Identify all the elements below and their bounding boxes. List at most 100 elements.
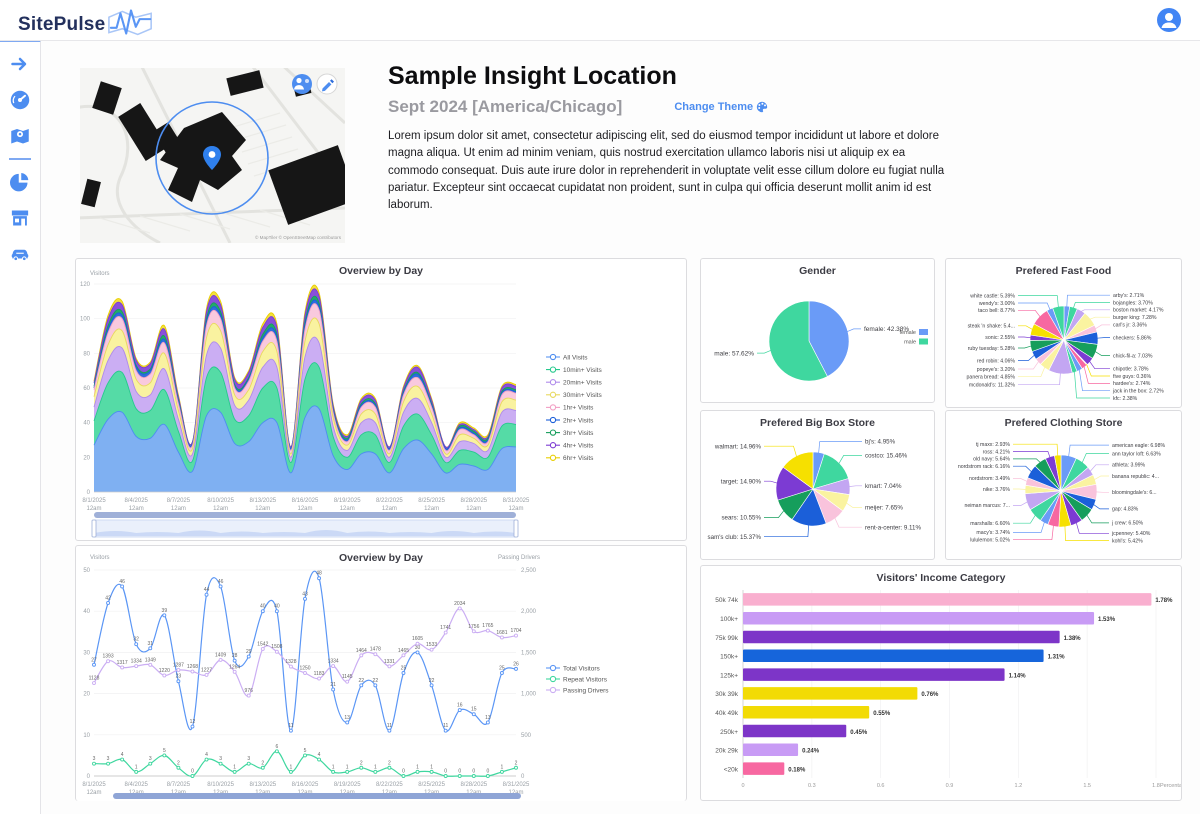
svg-text:Percentage: Percentage [1160, 783, 1181, 789]
bar-100k+ [743, 611, 1095, 625]
svg-text:21: 21 [330, 682, 336, 688]
svg-text:male: male [904, 340, 916, 346]
sidebar-divider [9, 158, 31, 160]
svg-text:75k 99k: 75k 99k [715, 635, 739, 642]
chart-title: Gender [799, 265, 836, 277]
svg-text:1,000: 1,000 [521, 692, 537, 698]
svg-text:5: 5 [163, 748, 166, 754]
svg-text:1220: 1220 [159, 668, 170, 674]
svg-text:0: 0 [458, 769, 461, 775]
store-icon[interactable] [10, 208, 30, 228]
svg-text:1.38%: 1.38% [1064, 636, 1082, 642]
svg-text:25: 25 [401, 666, 407, 672]
map-edit-button[interactable] [316, 73, 338, 95]
svg-text:1542: 1542 [257, 641, 268, 647]
user-avatar-button[interactable] [1156, 7, 1182, 33]
svg-text:31: 31 [147, 641, 153, 647]
svg-text:8/4/2025: 8/4/2025 [125, 782, 149, 788]
svg-text:100: 100 [80, 317, 91, 323]
location-pin [203, 146, 221, 170]
chart-legend[interactable]: Total Visitors Repeat Visitors Passing Dri… [546, 664, 609, 694]
svg-text:1: 1 [290, 764, 293, 770]
svg-text:8/19/2025: 8/19/2025 [334, 782, 361, 788]
palette-icon [756, 101, 768, 113]
svg-text:8/13/2025: 8/13/2025 [249, 498, 276, 504]
fast-food-panel: Prefered Fast Food arby's: 2.71% bojangle… [945, 258, 1182, 408]
svg-text:40: 40 [274, 604, 280, 610]
svg-text:1605: 1605 [412, 636, 423, 642]
svg-text:12am: 12am [340, 506, 355, 512]
svg-text:2: 2 [261, 760, 264, 766]
svg-text:costco: 15.46%: costco: 15.46% [865, 453, 908, 460]
svg-text:1.31%: 1.31% [1048, 655, 1066, 661]
car-icon[interactable] [10, 244, 30, 264]
svg-text:2,500: 2,500 [521, 568, 537, 574]
brush-handle-left[interactable] [91, 519, 97, 538]
svg-text:1409: 1409 [215, 652, 226, 658]
svg-text:10min+ Visits: 10min+ Visits [563, 367, 602, 374]
svg-text:1183: 1183 [314, 671, 325, 677]
bar-250k+ [743, 724, 847, 738]
svg-text:12am: 12am [508, 506, 523, 512]
svg-text:16: 16 [457, 703, 463, 709]
map-buildings [81, 70, 345, 225]
svg-text:1: 1 [430, 764, 433, 770]
svg-text:Visitors: Visitors [90, 271, 110, 277]
chart-legend[interactable]: All Visits 10min+ Visits 20min+ Visits 30mi… [546, 353, 602, 462]
datazoom-scrollbar[interactable] [113, 793, 521, 799]
collapse-arrow-icon[interactable] [10, 54, 30, 74]
svg-text:steak 'n shake: 5.4...: steak 'n shake: 5.4... [968, 324, 1015, 330]
dashboard-gauge-icon[interactable] [10, 90, 30, 110]
svg-text:1: 1 [501, 764, 504, 770]
svg-text:1331: 1331 [384, 659, 395, 665]
datazoom-scrollbar[interactable] [94, 512, 516, 518]
svg-text:2hr+ Visits: 2hr+ Visits [563, 417, 594, 424]
overview-line-chart[interactable]: 0102030405005001,0001,5002,0002,500Visit… [76, 546, 686, 801]
svg-text:8/25/2025: 8/25/2025 [418, 782, 445, 788]
change-theme-label: Change Theme [674, 101, 754, 113]
svg-text:120: 120 [80, 282, 91, 288]
svg-text:22: 22 [429, 678, 435, 684]
svg-text:30: 30 [83, 650, 90, 656]
map-location-icon[interactable] [10, 126, 30, 146]
svg-text:ross: 4.21%: ross: 4.21% [983, 449, 1011, 455]
map-layers-button[interactable] [292, 74, 312, 94]
svg-text:mcdonald's: 11.32%: mcdonald's: 11.32% [969, 383, 1016, 389]
map-attribution: © MapTiler © OpenStreetMap contributors [255, 234, 342, 240]
svg-text:kohl's: 5.42%: kohl's: 5.42% [1112, 538, 1143, 544]
clothing-pie-chart: american eagle: 6.98% ann taylor loft: 6.… [958, 442, 1166, 544]
svg-text:27: 27 [91, 657, 97, 663]
svg-text:60: 60 [83, 386, 90, 392]
big-box-panel: Prefered Big Box Store bj's: 4.95% costco… [700, 410, 935, 560]
svg-text:All Visits: All Visits [563, 354, 588, 361]
svg-text:gap: 4.83%: gap: 4.83% [1112, 507, 1139, 513]
bar-75k 99k [743, 630, 1060, 644]
svg-text:male: 57.62%: male: 57.62% [714, 350, 754, 357]
datazoom-brush[interactable] [91, 519, 519, 538]
svg-text:6: 6 [275, 744, 278, 750]
svg-text:2034: 2034 [454, 601, 465, 607]
svg-text:1508: 1508 [271, 644, 282, 650]
svg-text:1: 1 [332, 764, 335, 770]
svg-text:nike: 3.76%: nike: 3.76% [983, 487, 1010, 493]
bar-40k 49k [743, 705, 870, 719]
svg-text:2: 2 [360, 760, 363, 766]
svg-text:8/1/2025: 8/1/2025 [82, 782, 106, 788]
brush-handle-right[interactable] [513, 519, 519, 538]
svg-text:4: 4 [205, 752, 208, 758]
svg-text:1317: 1317 [117, 660, 128, 666]
svg-text:23: 23 [176, 674, 182, 680]
overview-area-chart[interactable]: 0 20 40 60 80 100 120 Visitors 8/1/2025 12am 8/4/2… [76, 259, 686, 540]
svg-text:1704: 1704 [510, 628, 521, 634]
svg-text:6hr+ Visits: 6hr+ Visits [563, 455, 594, 462]
svg-text:0: 0 [444, 769, 447, 775]
svg-text:1.53%: 1.53% [1098, 617, 1116, 623]
svg-text:1.8: 1.8 [1152, 783, 1160, 789]
svg-text:12am: 12am [86, 790, 101, 796]
svg-text:tj maxx: 2.93%: tj maxx: 2.93% [976, 442, 1010, 448]
svg-text:wendy's: 3.00%: wendy's: 3.00% [979, 301, 1016, 307]
svg-text:panera bread: 4.85%: panera bread: 4.85% [967, 374, 1016, 380]
location-map[interactable]: © MapTiler © OpenStreetMap contributors [80, 68, 345, 243]
change-theme-link[interactable]: Change Theme [674, 101, 768, 113]
pie-chart-icon[interactable] [10, 172, 30, 192]
